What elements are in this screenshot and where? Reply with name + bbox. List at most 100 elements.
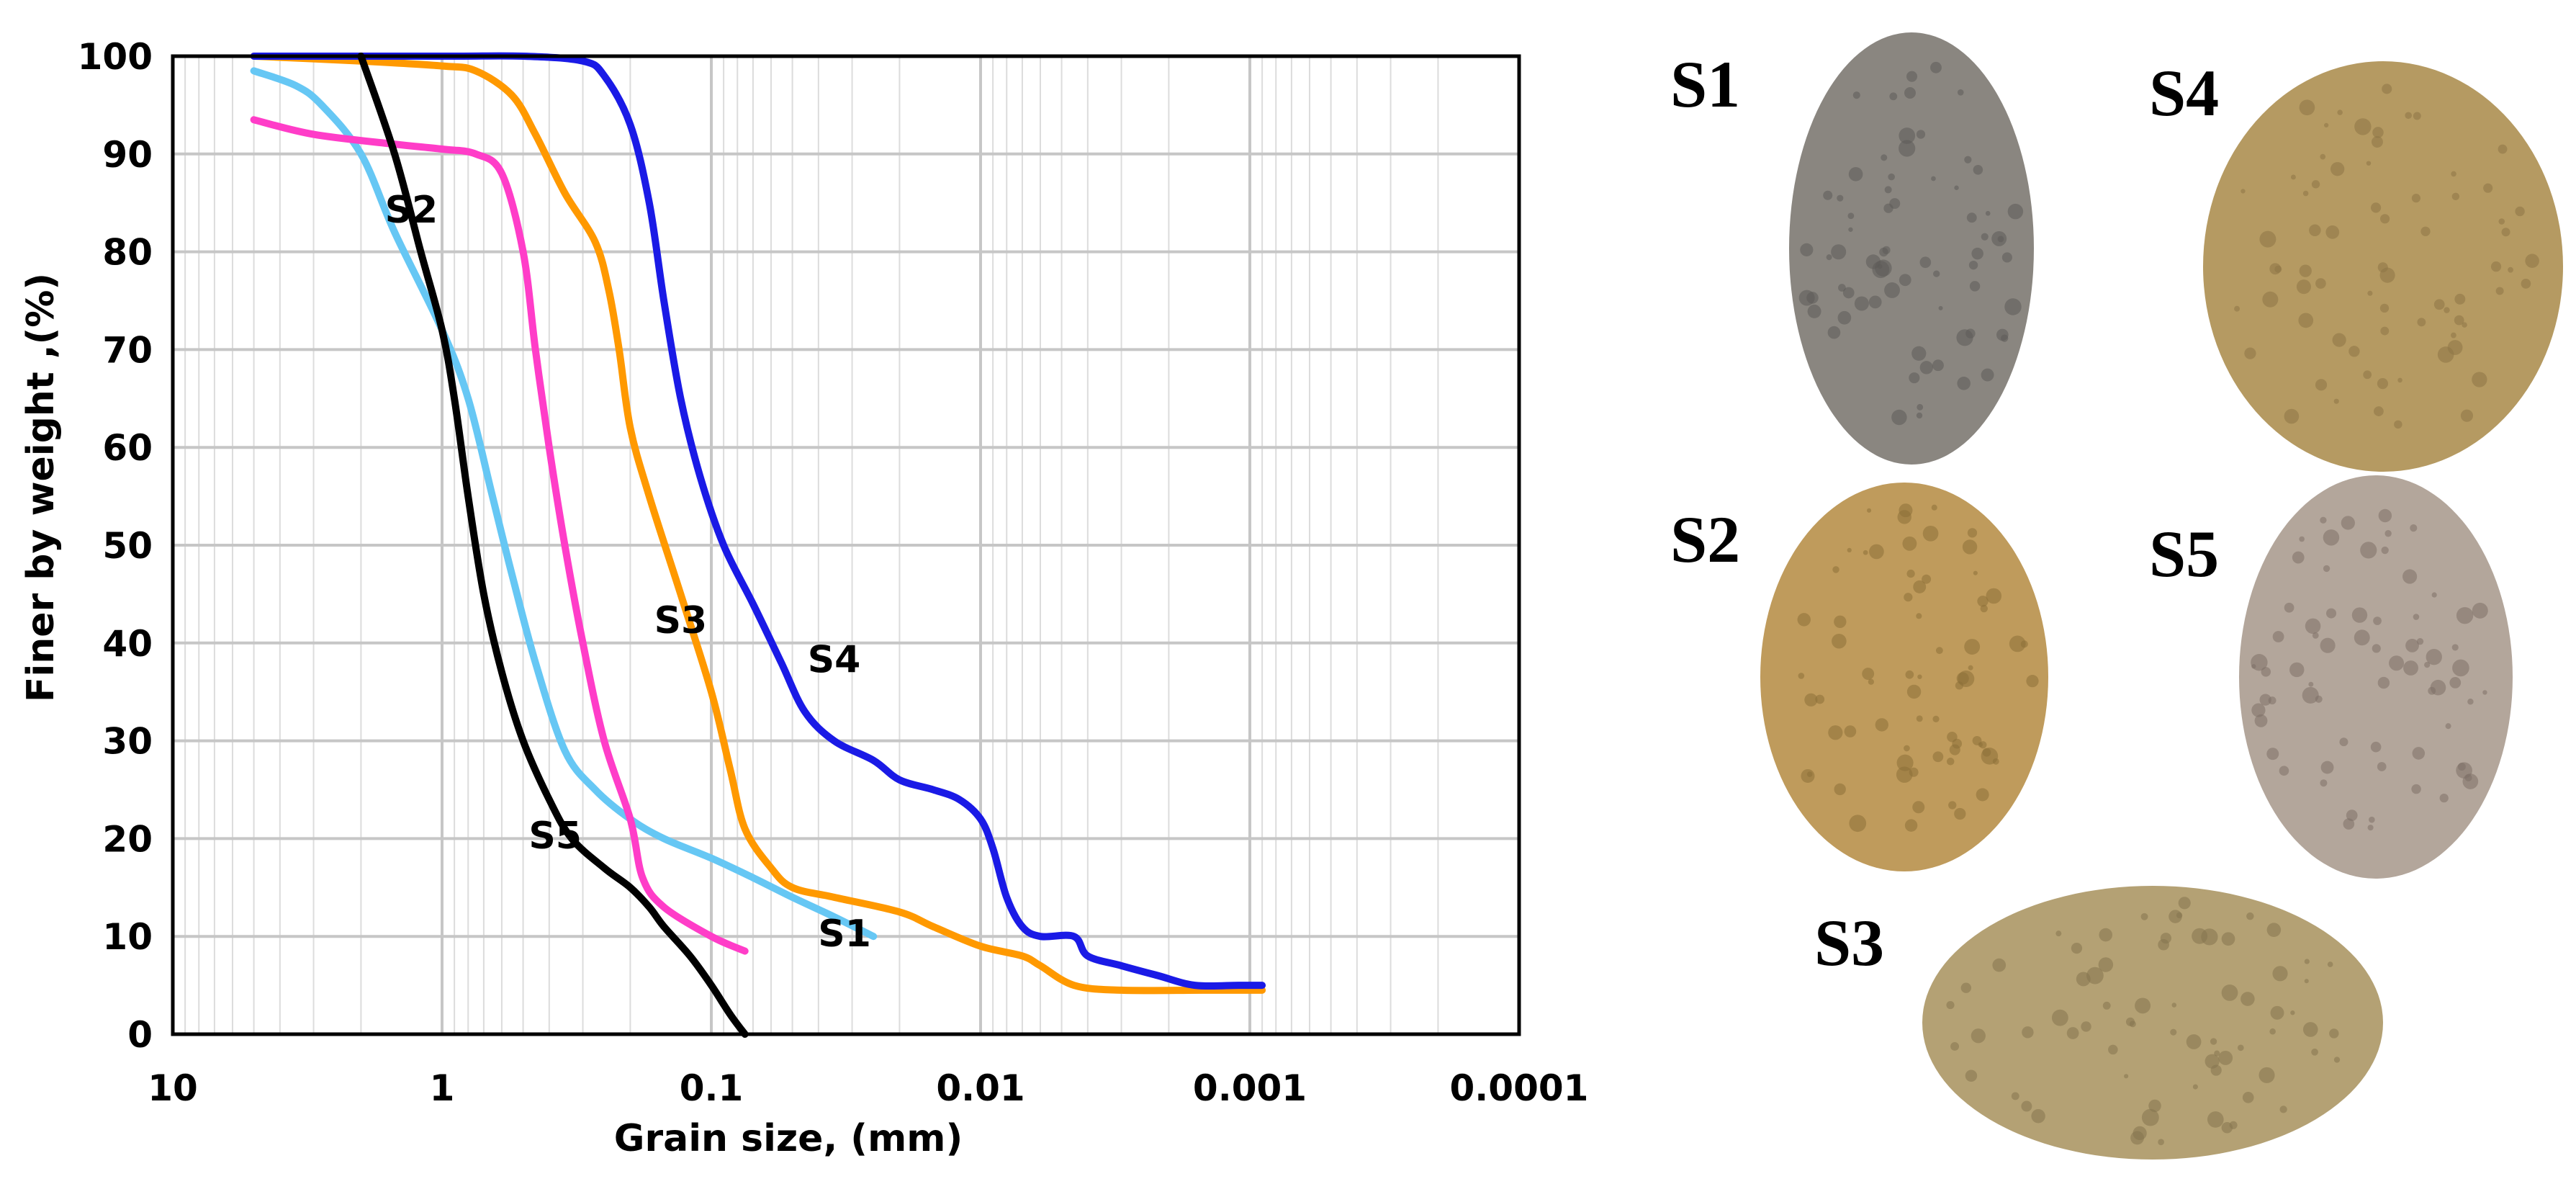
- soil-grain: [1985, 210, 1991, 216]
- soil-grain: [2397, 377, 2402, 383]
- soil-grain: [2363, 370, 2372, 380]
- soil-grain: [2004, 298, 2022, 315]
- soil-grain: [2433, 299, 2445, 310]
- soil-grain: [2389, 655, 2405, 671]
- soil-grain: [2135, 997, 2151, 1014]
- soil-grain: [1797, 613, 1811, 627]
- soil-grain: [2412, 747, 2426, 760]
- soil-grain: [2467, 699, 2474, 705]
- soil-grain: [2241, 992, 2255, 1006]
- soil-grain: [2270, 1005, 2284, 1020]
- soil-grain: [1848, 227, 1853, 232]
- soil-grain: [1823, 190, 1833, 200]
- soil-grain: [2021, 1100, 2032, 1112]
- soil-grain: [2279, 766, 2289, 776]
- soil-grain: [2483, 183, 2493, 193]
- soil-grain: [2323, 529, 2340, 546]
- soil-grain: [2450, 332, 2456, 338]
- x-tick-label: 0.01: [936, 1067, 1024, 1109]
- soil-grain: [1919, 256, 1932, 269]
- soil-grain: [2377, 378, 2389, 390]
- soil-grain: [2337, 109, 2343, 115]
- soil-grain: [2348, 346, 2360, 357]
- soil-grain: [2472, 372, 2487, 387]
- soil-grain: [1909, 372, 1920, 384]
- series-label-s2: S2: [385, 189, 438, 232]
- soil-grain: [2515, 206, 2525, 217]
- soil-grain: [2366, 161, 2372, 166]
- sample-photo-s3: S3: [1814, 886, 2383, 1160]
- soil-grain: [2351, 607, 2368, 623]
- soil-grain: [2403, 660, 2418, 676]
- soil-grain: [2451, 171, 2456, 177]
- soil-grain: [1804, 693, 1818, 707]
- soil-grain: [1973, 165, 1983, 175]
- soil-grain: [1849, 815, 1867, 833]
- soil-grain: [2259, 230, 2276, 248]
- soil-grain: [2360, 542, 2377, 559]
- sample-photo-label: S5: [2149, 517, 2219, 591]
- soil-grain: [2449, 677, 2462, 689]
- soil-grain: [1837, 310, 1852, 325]
- soil-grain: [1962, 539, 1978, 555]
- soil-grain: [1931, 176, 1936, 181]
- y-tick-label: 90: [102, 134, 153, 176]
- soil-grain: [1862, 668, 1875, 681]
- soil-grain: [1932, 359, 1944, 372]
- soil-grain: [2170, 1028, 2177, 1036]
- soil-grain: [1905, 670, 1914, 679]
- soil-grain: [2333, 1057, 2341, 1063]
- soil-grain: [2384, 530, 2392, 537]
- soil-grain: [2367, 290, 2373, 296]
- soil-grain: [2521, 278, 2531, 289]
- soil-grain: [2354, 118, 2372, 135]
- soil-grain: [1867, 508, 1872, 513]
- soil-grain: [1875, 718, 1888, 732]
- sample-photo-s2: S2: [1670, 483, 2048, 871]
- soil-grain: [2302, 190, 2309, 197]
- soil-grain: [2320, 153, 2326, 160]
- soil-grain: [2379, 303, 2390, 313]
- soil-grain: [2426, 649, 2442, 665]
- soil-grain: [2495, 287, 2504, 295]
- soil-grain: [2315, 379, 2328, 391]
- soil-grain: [2508, 266, 2513, 273]
- soil-grain: [2371, 136, 2383, 148]
- soil-grain: [1807, 304, 1821, 318]
- soil-grain: [1889, 92, 1898, 101]
- sample-photo-s5: S5: [2149, 475, 2513, 879]
- soil-grain: [2305, 618, 2321, 634]
- soil-grain: [1834, 615, 1847, 628]
- soil-grain: [2498, 144, 2508, 154]
- soil-grain: [2269, 1028, 2276, 1035]
- soil-pile: [1760, 483, 2048, 871]
- series-label-s3: S3: [654, 599, 708, 642]
- soil-grain: [2381, 546, 2389, 555]
- soil-grain: [2071, 942, 2083, 954]
- y-tick-label: 30: [102, 721, 153, 763]
- soil-grain: [2251, 703, 2266, 717]
- soil-grain: [2373, 616, 2382, 625]
- soil-grain: [2311, 180, 2320, 189]
- soil-grain: [1948, 801, 1957, 809]
- soil-grain: [2417, 318, 2426, 327]
- soil-grain: [2051, 1009, 2068, 1026]
- soil-grain: [2444, 307, 2450, 313]
- soil-grain: [1950, 1041, 1960, 1051]
- series-label-s1: S1: [818, 912, 871, 956]
- series-label-s4: S4: [808, 639, 861, 682]
- soil-grain: [2304, 959, 2310, 964]
- soil-grain: [1932, 751, 1944, 763]
- soil-grain: [2377, 762, 2387, 771]
- soil-grain: [2186, 1034, 2202, 1049]
- sample-photo-label: S3: [1814, 906, 1884, 979]
- soil-grain: [2259, 694, 2271, 706]
- soil-grain: [1916, 715, 1923, 722]
- soil-grain: [1852, 91, 1860, 99]
- soil-grain: [2218, 1051, 2233, 1065]
- soil-grain: [2237, 1044, 2244, 1051]
- soil-grain: [1957, 89, 1964, 96]
- soil-grain: [1896, 766, 1913, 783]
- x-tick-label: 0.1: [680, 1067, 744, 1109]
- soil-grain: [2472, 602, 2488, 619]
